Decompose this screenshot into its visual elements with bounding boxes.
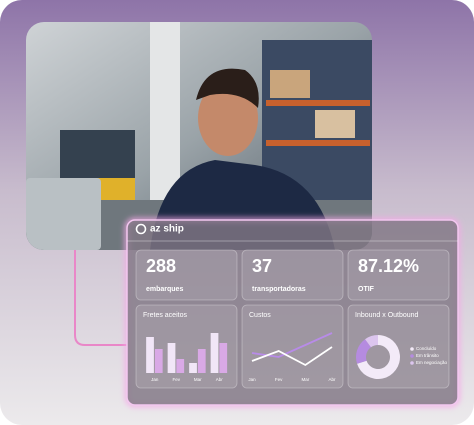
x-tick-label: Mar: [301, 377, 309, 382]
chart-title: Inbound x Outbound: [355, 312, 419, 319]
panel: [135, 249, 238, 301]
legend-label: Concluído: [416, 346, 437, 351]
panel: [241, 249, 344, 301]
legend-swatch: [410, 361, 414, 365]
panel: [347, 304, 450, 389]
bar: [146, 337, 154, 373]
photo: [26, 22, 372, 250]
bar: [189, 363, 197, 373]
dashboard: 288 embarques 37 transportadoras 87.12% OTIF F…: [135, 249, 450, 389]
kpi-label: OTIF: [358, 286, 375, 293]
donut-slice: [365, 335, 378, 348]
dashboard-card: [126, 219, 459, 406]
line: [251, 346, 333, 367]
chart-title: Custos: [249, 312, 271, 319]
kpi-value: 87.12%: [358, 256, 419, 276]
legend-swatch: [410, 354, 414, 358]
line: [251, 332, 333, 358]
legend-swatch: [410, 347, 414, 351]
chart-title: Fretes aceitos: [143, 312, 187, 319]
bar: [176, 359, 185, 373]
legend-label: Em negociação: [416, 360, 448, 365]
x-tick-label: Abr: [328, 377, 336, 382]
brand-logo: [135, 223, 147, 235]
panel: [241, 304, 344, 389]
kpi-value: 37: [252, 256, 272, 276]
bar: [167, 343, 176, 373]
panel: [347, 249, 450, 301]
x-tick-label: Jan: [248, 377, 256, 382]
connector: [74, 250, 127, 346]
x-tick-label: Fev: [172, 377, 180, 382]
x-tick-label: Mar: [194, 377, 202, 382]
bar: [210, 333, 219, 373]
kpi-label: embarques: [146, 286, 183, 293]
x-tick-label: Fev: [275, 377, 283, 382]
bar: [197, 349, 206, 373]
x-tick-label: Jan: [151, 377, 159, 382]
x-tick-label: Abr: [216, 377, 224, 382]
legend-label: Em trânsito: [416, 353, 439, 358]
brand-name: az ship: [150, 224, 184, 235]
donut-slice: [356, 339, 371, 364]
bar: [219, 343, 228, 373]
kpi-value: 288: [146, 256, 176, 276]
donut-slice: [357, 335, 401, 379]
kpi-label: transportadoras: [252, 286, 306, 293]
bar: [154, 349, 163, 373]
